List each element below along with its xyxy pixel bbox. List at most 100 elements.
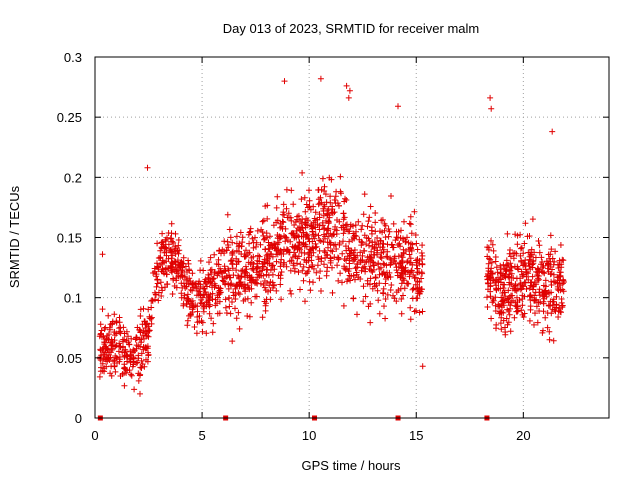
data-point: [233, 255, 240, 262]
data-point: [393, 234, 400, 241]
data-point: [367, 281, 373, 288]
data-point: [226, 294, 233, 301]
data-point: [141, 335, 147, 342]
data-point: [168, 235, 175, 242]
data-point: [133, 360, 140, 367]
data-point: [259, 260, 266, 267]
data-point: [547, 232, 554, 239]
data-point: [516, 297, 523, 304]
data-point: [199, 328, 206, 335]
data-point: [304, 232, 311, 239]
data-point: [327, 247, 334, 254]
data-point: [507, 260, 514, 267]
data-point: [271, 281, 277, 288]
data-point: [135, 343, 142, 350]
data-point: [414, 278, 421, 285]
data-point: [413, 257, 420, 264]
data-point: [370, 251, 377, 258]
data-point: [206, 310, 213, 317]
data-point: [393, 298, 400, 305]
data-point: [157, 279, 164, 286]
data-point: [357, 249, 364, 256]
data-point: [260, 272, 267, 279]
data-point: [297, 261, 304, 268]
data-point: [517, 252, 524, 259]
data-point: [211, 269, 218, 276]
data-point: [262, 307, 269, 314]
data-point: [372, 274, 379, 281]
data-point: [333, 246, 340, 252]
data-point: [160, 241, 167, 248]
data-point: [248, 299, 255, 306]
data-point: [244, 313, 251, 319]
data-point: [548, 270, 555, 277]
data-point: [303, 257, 310, 264]
data-point: [409, 286, 416, 293]
data-point: [290, 201, 297, 208]
data-point: [280, 209, 287, 216]
data-point: [396, 240, 403, 247]
data-point: [340, 222, 347, 229]
data-point: [308, 252, 315, 259]
data-point: [372, 210, 379, 216]
data-point: [559, 256, 566, 263]
data-point: [279, 218, 286, 225]
data-point: [316, 211, 323, 218]
data-point: [135, 377, 142, 384]
data-point: [207, 267, 214, 274]
data-point: [340, 230, 347, 237]
data-point: [323, 217, 329, 224]
data-point: [295, 269, 302, 276]
data-point: [172, 230, 179, 237]
data-point: [398, 296, 405, 302]
data-point: [497, 308, 503, 315]
data-point: [262, 203, 269, 210]
data-point: [161, 270, 168, 277]
data-point: [163, 258, 170, 265]
data-point: [224, 211, 231, 218]
data-point: [299, 267, 306, 274]
data-point: [339, 279, 345, 286]
data-point: [531, 321, 537, 328]
data-point: [323, 272, 330, 279]
data-point: [294, 255, 301, 262]
data-point: [365, 218, 372, 225]
data-point: [289, 230, 296, 236]
data-point: [223, 247, 230, 254]
data-point: [341, 198, 348, 205]
data-point: [556, 273, 563, 280]
data-point: [137, 364, 144, 371]
data-point: [517, 245, 524, 252]
data-point: [492, 279, 499, 286]
data-point: [230, 272, 237, 279]
data-point: [414, 246, 421, 253]
data-point: [401, 218, 407, 225]
data-point: [142, 318, 148, 325]
data-point: [195, 287, 202, 294]
data-point: [413, 240, 420, 247]
data-point: [143, 356, 149, 363]
y-tick-label: 0.25: [57, 110, 82, 125]
data-point: [104, 335, 110, 342]
data-point: [112, 343, 119, 350]
data-point: [146, 327, 153, 334]
data-point: [359, 222, 366, 229]
data-point: [351, 256, 358, 263]
data-point: [320, 231, 327, 238]
data-point: [545, 260, 551, 267]
data-point: [419, 308, 426, 315]
data-point: [228, 282, 234, 289]
data-point: [325, 219, 332, 225]
data-point: [138, 357, 145, 364]
y-tick-label: 0.3: [64, 50, 82, 65]
data-point: [99, 251, 106, 258]
data-point: [229, 248, 236, 255]
data-point: [99, 367, 106, 374]
data-point: [514, 241, 521, 248]
data-point: [558, 299, 565, 306]
data-point: [484, 270, 491, 277]
data-point: [252, 234, 258, 241]
data-point: [526, 233, 533, 239]
data-point: [255, 252, 261, 259]
data-point: [372, 219, 379, 226]
